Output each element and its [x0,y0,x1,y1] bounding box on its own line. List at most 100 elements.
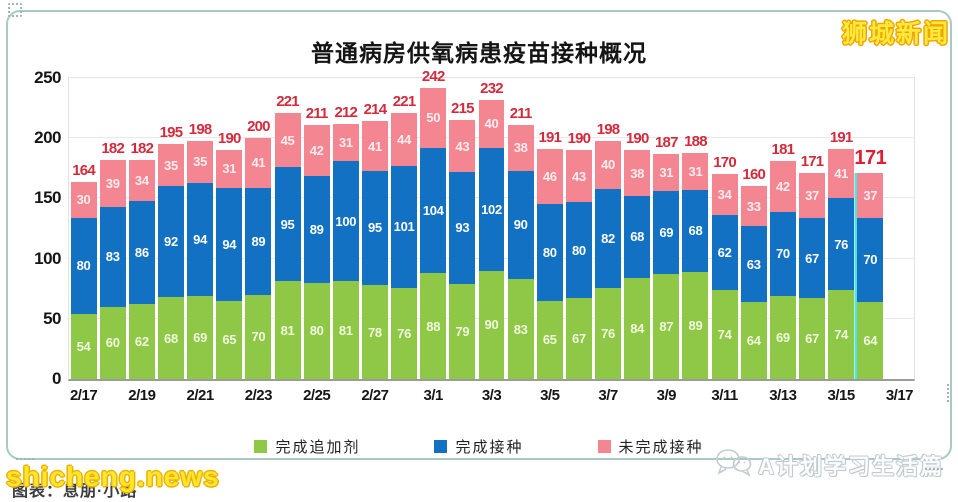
bar-segment-value: 74 [834,326,849,342]
bar-segment-value: 102 [481,201,502,217]
x-tick-label: 3/13 [769,387,797,404]
x-tick-label: 3/17 [885,387,914,404]
bar-segment-value: 54 [76,338,91,354]
bar-segment-value: 90 [513,217,528,233]
bar-segment: 35 [158,144,184,187]
bar-segment: 33 [740,186,767,227]
x-tick-label: 2/23 [244,387,273,404]
bar-segment-value: 83 [105,249,120,265]
bar-total-label: 160 [742,166,766,184]
bar-total-label: 191 [538,129,562,147]
bar-segment: 65 [216,300,243,379]
bar-segment: 80 [70,217,97,314]
bar-segment: 70 [769,211,796,296]
bar-segment: 54 [70,313,97,379]
bar-segment: 62 [711,215,738,290]
bar-total-label: 198 [188,120,212,138]
legend-label: 完成追加剂 [275,439,361,456]
bar-segment-value: 80 [76,258,91,274]
bar-segment: 79 [449,283,476,379]
bar-total-label: 214 [363,101,387,119]
bar-segment-value: 34 [134,172,149,188]
bar-segment-value: 87 [659,319,674,335]
bar-segment: 30 [70,181,97,218]
bar-total-label: 181 [771,141,795,159]
x-tick-label: 3/3 [481,387,502,404]
bar-segment-value: 37 [863,187,878,203]
bar-segment-value: 35 [164,157,178,173]
bar-segment: 63 [740,226,767,302]
chart-source-caption: 图表：息朋·小路 [12,483,138,500]
bar-total-label: 164 [72,161,95,179]
bar-stack-2-20: 68 92 35 [158,144,184,379]
bar-segment-value: 42 [309,142,324,158]
bar-segment: 41 [828,149,855,199]
bar-segment-value: 69 [775,329,790,345]
bar-segment-value: 86 [134,245,149,261]
bar-stack-2-24: 81 95 45 [274,112,301,379]
legend: 完成追加剂 完成接种 未完成接种 [8,436,950,457]
bar-segment: 101 [391,165,418,288]
x-tick-label: 3/7 [598,387,618,404]
bar-segment: 82 [595,188,622,288]
bar-segment: 43 [449,120,476,172]
bar-stack-2-25: 80 89 42 [303,124,330,379]
bar-segment: 68 [682,190,709,272]
bar-total-label: 212 [334,103,358,121]
y-tick-label: 0 [52,369,61,388]
bar-segment-value: 68 [164,330,178,346]
bar-stack-2-27: 78 95 41 [361,121,388,379]
y-tick-label: 200 [34,128,61,148]
bar-segment: 80 [565,202,592,299]
bar-segment: 102 [478,147,505,271]
x-tick-label: 2/19 [128,387,156,404]
bar-segment-value: 65 [222,332,237,348]
bar-total-label: 195 [159,124,183,142]
bar-stack-2-19: 62 86 34 [128,159,155,379]
bar-segment: 90 [507,170,534,280]
bar-total-label: 221 [276,92,299,110]
bar-segment-value: 79 [455,323,470,339]
bar-segment-value: 69 [659,225,674,241]
bar-segment: 65 [536,300,563,379]
bar-segment: 39 [99,159,126,207]
x-tick-label: 2/21 [186,387,215,404]
publisher-credit-text: A计划学习生活篇 [758,453,944,479]
bar-segment: 42 [769,161,796,212]
bar-segment: 93 [449,171,476,284]
bar-segment-value: 93 [455,220,470,236]
x-tick-label: 3/1 [423,387,444,404]
bar-segment: 41 [245,138,272,188]
bar-segment: 88 [420,273,447,379]
bar-total-label: 242 [421,67,445,85]
bar-segment-value: 81 [280,322,295,338]
bar-total-label: 188 [684,132,707,150]
bar-segment-value: 83 [513,321,528,337]
bar-segment-value: 67 [805,331,819,347]
bar-stack-3-11: 74 62 34 [711,174,738,379]
bar-segment-value: 62 [717,245,732,261]
decorative-frame: 普通病房供氧病患疫苗接种概况 0 50 100 150 200 250 2/17 2/19 2/… [6,10,952,460]
bar-segment: 37 [799,173,825,218]
bar-segment-value: 100 [335,213,357,229]
bar-segment-value: 89 [251,233,266,249]
legend-label: 完成接种 [455,439,524,456]
x-tick-label: 2/27 [361,387,389,404]
bar-total-label: 211 [509,104,533,122]
bar-total-label: 221 [392,92,416,110]
bar-segment: 68 [158,297,184,379]
y-tick-label: 250 [34,68,61,87]
bar-stack-3-2: 79 93 43 [449,120,476,379]
bar-segment: 90 [478,270,505,379]
bar-segment-value: 94 [193,231,208,247]
bar-stack-3-15: 74 76 41 [828,149,855,379]
bar-segment-value: 45 [280,132,295,148]
bar-segment-value: 65 [542,332,557,348]
bar-stack-3-5: 65 80 46 [536,149,563,379]
y-tick-label: 100 [34,248,61,268]
bar-segment-value: 88 [426,318,441,334]
bar-segment: 78 [361,285,388,379]
bar-segment: 69 [653,191,680,275]
bar-total-label: 171 [800,153,824,171]
legend-item: 未完成接种 [597,436,704,457]
